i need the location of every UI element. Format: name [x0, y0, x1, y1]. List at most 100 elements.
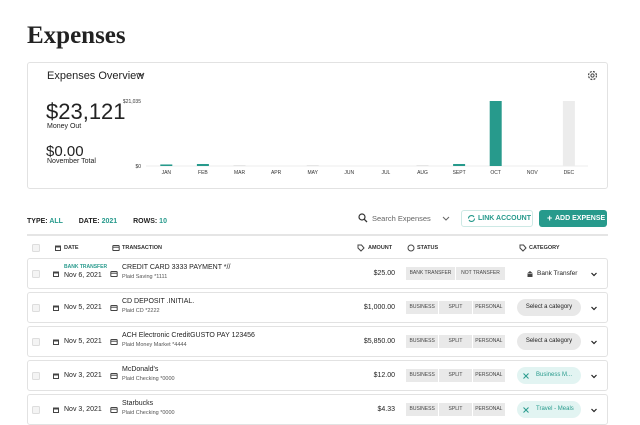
filter-value[interactable]: ALL [49, 218, 63, 225]
overview-title[interactable]: Expenses Overview [47, 70, 145, 82]
settings-icon[interactable] [587, 70, 598, 81]
shape [32, 244, 40, 252]
checkbox [32, 304, 40, 312]
bar [196, 163, 209, 166]
shape [527, 274, 533, 277]
category[interactable]: Bank Transfer [537, 270, 578, 277]
x-tick-label: NOV [527, 170, 539, 176]
x-tick-label: JUL [381, 170, 390, 176]
category-pill[interactable] [517, 333, 581, 350]
account: Plaid Checking *0000 [122, 410, 175, 416]
status-tag[interactable]: SPLIT [439, 403, 472, 416]
expense-row[interactable] [27, 360, 608, 391]
category[interactable]: Select a category [525, 304, 573, 310]
filter-value[interactable]: 10 [159, 218, 167, 225]
search-input[interactable]: Search Expenses [372, 214, 431, 223]
bar-chart: $21,035 $0 JAN FEB MAR APR MAY JUN JUL AUG SEPT OCT… [123, 99, 588, 176]
x-tick-label: MAR [234, 170, 246, 176]
add-expense-label[interactable]: ADD EXPENSE [555, 215, 606, 222]
column-icon [519, 244, 527, 252]
category[interactable]: Travel - Meals [536, 406, 574, 412]
page: Expenses Expenses Overview $23,121 Money… [27, 22, 608, 425]
shape [32, 338, 40, 346]
link-account-button[interactable] [461, 210, 533, 227]
bar [562, 101, 575, 166]
account-icon [110, 407, 118, 413]
chevron [137, 72, 145, 77]
shape [110, 339, 118, 345]
calendar-icon [53, 305, 59, 311]
shape [54, 307, 58, 310]
account: Plaid Money Market *4444 [122, 342, 187, 348]
date: Nov 5, 2021 [64, 304, 102, 311]
y-tick-label: $21,035 [123, 99, 141, 105]
category-icon [527, 271, 533, 277]
x-tick-label: AUG [417, 170, 428, 176]
calendar-icon [53, 373, 59, 379]
plus-icon: + [547, 213, 553, 223]
account: Plaid Saving *1111 [122, 274, 168, 280]
account-icon [110, 271, 118, 277]
column-header[interactable]: AMOUNT [368, 245, 393, 251]
status-tag[interactable]: SPLIT [439, 301, 472, 314]
shape [56, 247, 60, 250]
month-total: $0.00 [46, 143, 84, 160]
add-expense-button[interactable] [539, 210, 607, 227]
shape [407, 244, 415, 252]
filter-value[interactable]: 2021 [101, 218, 118, 225]
link-account-label[interactable]: LINK ACCOUNT [478, 215, 532, 222]
calendar-icon [53, 339, 59, 345]
sync-icon [467, 215, 476, 222]
category-pill[interactable] [517, 299, 581, 316]
category-pill[interactable] [517, 367, 581, 384]
shape [110, 305, 118, 311]
status-tag[interactable]: SPLIT [439, 369, 472, 382]
expense-row[interactable] [27, 292, 608, 323]
shape [591, 272, 597, 277]
checkbox [32, 244, 40, 252]
calendar-icon [53, 407, 59, 413]
shape [591, 374, 597, 379]
status-tag[interactable]: PERSONAL [472, 301, 505, 314]
status-tag[interactable]: BUSINESS [406, 369, 439, 382]
column-header[interactable]: STATUS [417, 245, 439, 251]
chevron [442, 216, 450, 221]
status-tag[interactable]: BANK TRANSFER [406, 267, 455, 280]
column-icon [112, 245, 120, 251]
shape [591, 306, 597, 311]
status-tag[interactable]: PERSONAL [472, 335, 505, 348]
status-tag[interactable]: BUSINESS [406, 301, 439, 314]
total: $23,121 [46, 99, 126, 124]
filters: TYPE: ALL DATE: 2021 ROWS: 10 [27, 218, 167, 225]
status-tag[interactable]: SPLIT [439, 335, 472, 348]
bar [160, 164, 173, 166]
x-tick-label: MAY [307, 170, 318, 176]
expense-row[interactable] [27, 258, 608, 289]
badge: BANK TRANSFER [64, 264, 108, 270]
status-tag[interactable]: BUSINESS [406, 403, 439, 416]
shape [110, 271, 118, 277]
category[interactable]: Business M... [536, 372, 573, 378]
status-tag[interactable]: NOT TRANSFER [456, 267, 505, 280]
status-tag[interactable]: BUSINESS [406, 335, 439, 348]
shape [54, 273, 58, 276]
shape [32, 270, 40, 278]
expand-chevron [591, 306, 597, 311]
expand-chevron [591, 340, 597, 345]
transaction-name: Starbucks [122, 400, 154, 407]
filter-label: ROWS: [133, 218, 158, 225]
status-tag[interactable]: PERSONAL [472, 403, 505, 416]
category[interactable]: Select a category [525, 338, 573, 344]
column-header[interactable]: CATEGORY [529, 245, 560, 251]
transaction-name: CD DEPOSIT .INITIAL. [122, 298, 195, 305]
shape [112, 245, 120, 251]
shape [32, 304, 40, 312]
column-icon [55, 245, 61, 251]
expense-row[interactable] [27, 326, 608, 357]
account-icon [110, 305, 118, 311]
transaction-name: CREDIT CARD 3333 PAYMENT *// [122, 264, 231, 271]
amount: $4.33 [377, 406, 395, 413]
column-header[interactable]: TRANSACTION [122, 245, 163, 251]
column-header[interactable]: DATE [64, 245, 79, 251]
status-tag[interactable]: PERSONAL [472, 369, 505, 382]
